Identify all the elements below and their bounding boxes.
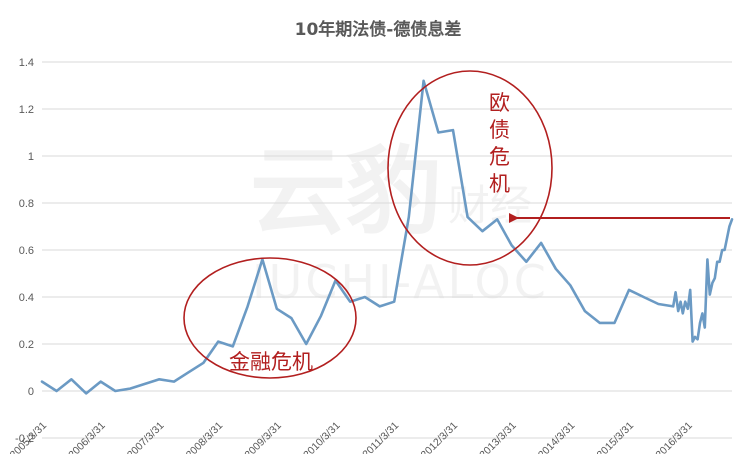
x-tick-label: 2006/3/31 <box>66 420 108 454</box>
y-tick-label: 1.4 <box>19 57 34 69</box>
x-tick-label: 2011/3/31 <box>360 420 401 454</box>
annotation-euro-crisis-char: 债 <box>489 118 510 142</box>
x-tick-label: 2014/3/31 <box>536 420 578 454</box>
series-group <box>40 79 734 395</box>
annotation-euro-crisis-char: 欧 <box>489 91 510 115</box>
x-tick-label: 2013/3/31 <box>477 420 519 454</box>
y-tick-label: -0.2 <box>15 433 34 445</box>
svg-text:云豹: 云豹 <box>250 136 442 248</box>
x-tick-label: 2010/3/31 <box>301 420 343 454</box>
y-tick-label: 0.4 <box>19 292 34 304</box>
euro-crisis-circle <box>387 70 553 266</box>
chart-title: 10年期法债-德债息差 <box>295 19 462 40</box>
x-tick-label: 2009/3/31 <box>242 420 284 454</box>
x-tick-label: 2015/3/31 <box>595 420 637 454</box>
y-tick-label: 1 <box>28 151 34 163</box>
y-tick-label: 0.8 <box>19 198 34 210</box>
x-tick-label: 2016/3/31 <box>653 420 695 454</box>
y-tick-label: 0 <box>28 386 34 398</box>
svg-text:IUCHI-ALOC: IUCHI-ALOC <box>252 255 549 309</box>
y-tick-label: 1.2 <box>19 104 34 116</box>
series-line <box>40 79 734 395</box>
x-tick-label: 2008/3/31 <box>184 420 226 454</box>
annotation-euro-crisis-char: 危 <box>489 145 510 169</box>
y-tick-label: 0.6 <box>19 245 34 257</box>
watermark: 云豹 财经 IUCHI-ALOC <box>250 136 549 309</box>
x-tick-label: 2007/3/31 <box>125 420 167 454</box>
x-tick-label: 2012/3/31 <box>419 420 461 454</box>
x-tick-label: 2005/3/31 <box>8 420 50 454</box>
x-axis-ticks: 2005/3/31 2006/3/31 2007/3/31 2008/3/31 2009… <box>8 420 695 454</box>
y-axis-ticks: -0.2 0 0.2 0.4 0.6 0.8 1 1.2 1.4 <box>15 57 34 445</box>
y-tick-label: 0.2 <box>19 339 34 351</box>
annotation-euro-crisis: 欧债危机 <box>489 91 510 196</box>
annotation-euro-crisis-char: 机 <box>489 172 510 196</box>
annotation-financial-crisis: 金融危机 <box>229 350 313 374</box>
financial-crisis-circle <box>183 257 357 379</box>
gridlines <box>42 61 732 439</box>
